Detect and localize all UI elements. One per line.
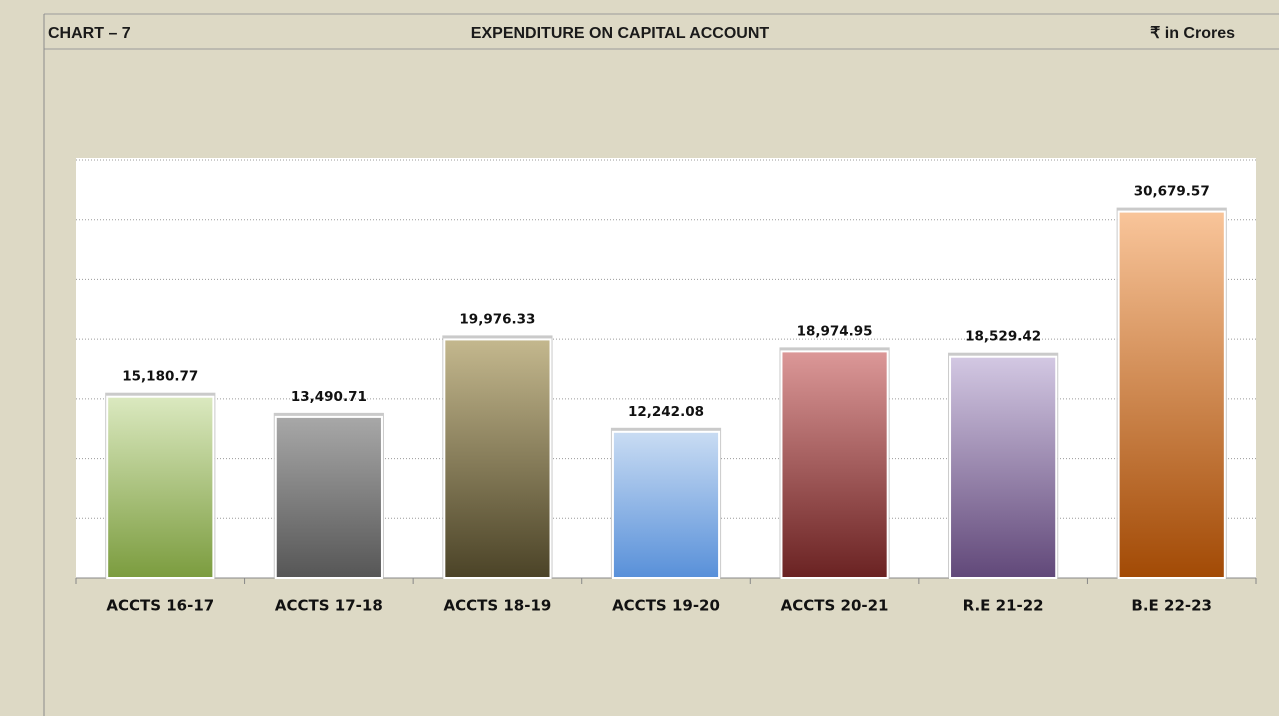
x-tick-label: ACCTS 19-20 [612, 597, 720, 615]
chart-title: EXPENDITURE ON CAPITAL ACCOUNT [471, 25, 770, 42]
x-tick-label: R.E 21-22 [963, 597, 1044, 615]
bar [1117, 210, 1226, 580]
bar [274, 415, 383, 579]
x-tick-label: B.E 22-23 [1131, 597, 1212, 615]
x-tick-label: ACCTS 16-17 [106, 597, 214, 615]
x-tick-label: ACCTS 20-21 [781, 597, 889, 615]
bar [780, 350, 889, 579]
bar [611, 430, 721, 579]
bar [106, 395, 215, 580]
value-label: 13,490.71 [291, 389, 367, 405]
bar [443, 338, 552, 579]
x-tick-label: ACCTS 18-19 [443, 597, 551, 615]
unit-label: ₹ in Crores [1150, 25, 1235, 42]
bar [949, 355, 1058, 579]
value-label: 30,679.57 [1134, 184, 1210, 200]
value-label: 18,974.95 [797, 323, 873, 339]
x-tick-label: ACCTS 17-18 [275, 597, 383, 615]
value-label: 15,180.77 [122, 369, 198, 385]
value-label: 12,242.08 [628, 404, 704, 420]
chart-label: CHART – 7 [48, 25, 131, 42]
value-label: 18,529.42 [965, 329, 1041, 345]
value-label: 19,976.33 [459, 311, 535, 327]
